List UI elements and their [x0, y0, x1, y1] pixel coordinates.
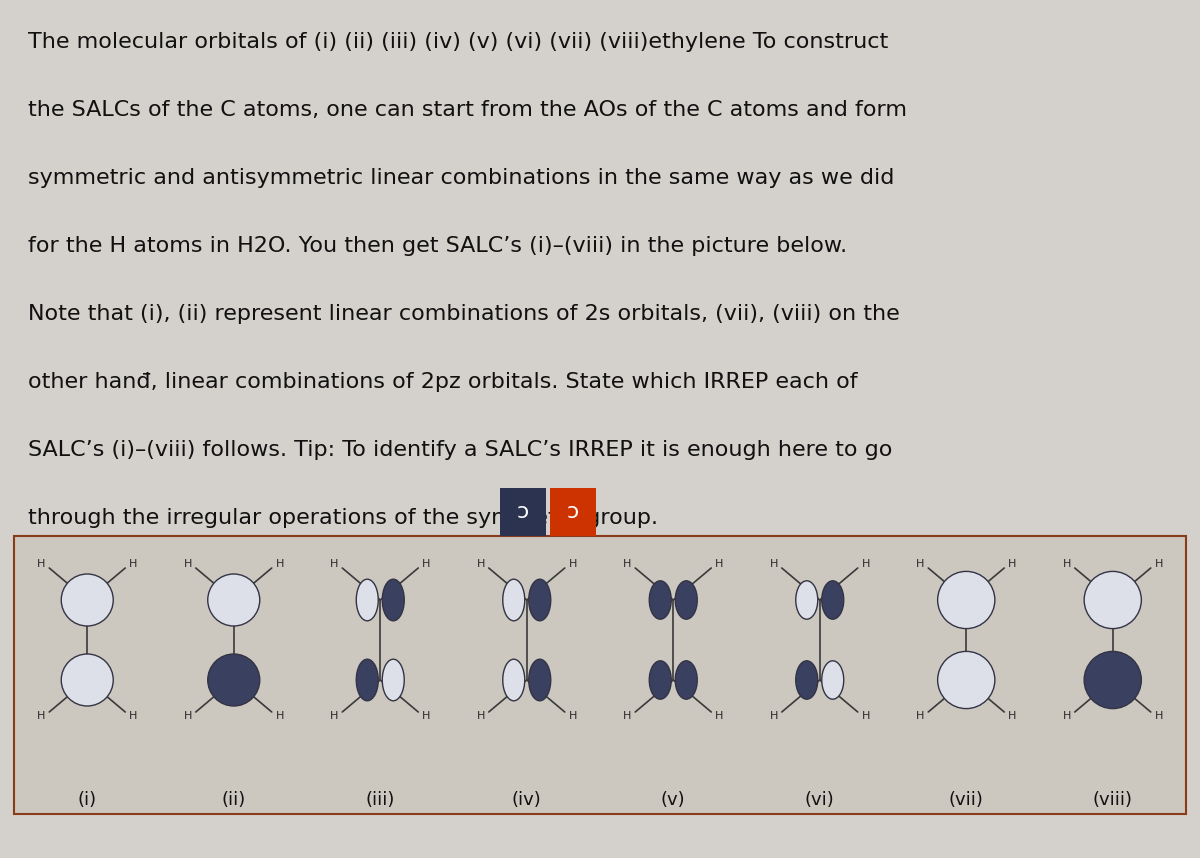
- Text: through the irregular operations of the symmetry group.: through the irregular operations of the …: [28, 508, 658, 528]
- Text: H: H: [715, 711, 724, 721]
- Text: H: H: [862, 711, 870, 721]
- Ellipse shape: [356, 659, 378, 701]
- Text: (i): (i): [78, 791, 97, 809]
- Ellipse shape: [676, 581, 697, 619]
- Ellipse shape: [356, 579, 378, 621]
- Text: The molecular orbitals of (i) (ii) (iii) (iv) (v) (vi) (vii) (viii)ethylene To c: The molecular orbitals of (i) (ii) (iii)…: [28, 32, 888, 52]
- Ellipse shape: [383, 579, 404, 621]
- Ellipse shape: [503, 659, 524, 701]
- Text: H: H: [37, 559, 46, 569]
- Text: H: H: [476, 711, 485, 721]
- Ellipse shape: [529, 579, 551, 621]
- Text: H: H: [769, 711, 778, 721]
- Text: H: H: [130, 711, 138, 721]
- Ellipse shape: [503, 579, 524, 621]
- Ellipse shape: [649, 581, 671, 619]
- Text: (viii): (viii): [1093, 791, 1133, 809]
- Text: H: H: [476, 559, 485, 569]
- Text: H: H: [916, 711, 924, 721]
- Text: for the H atoms in H2O. You then get SALC’s (i)–(viii) in the picture below.: for the H atoms in H2O. You then get SAL…: [28, 236, 847, 256]
- Text: H: H: [37, 711, 46, 721]
- Text: (ii): (ii): [222, 791, 246, 809]
- Text: H: H: [422, 711, 431, 721]
- Text: SALC’s (i)–(viii) follows. Tip: To identify a SALC’s IRREP it is enough here to : SALC’s (i)–(viii) follows. Tip: To ident…: [28, 440, 893, 460]
- Circle shape: [1084, 571, 1141, 629]
- Text: H: H: [184, 711, 192, 721]
- Text: H: H: [623, 711, 631, 721]
- Text: (iii): (iii): [366, 791, 395, 809]
- Text: H: H: [715, 559, 724, 569]
- Text: H: H: [769, 559, 778, 569]
- Text: (vii): (vii): [949, 791, 984, 809]
- Circle shape: [61, 654, 113, 706]
- Circle shape: [937, 651, 995, 709]
- Ellipse shape: [649, 661, 671, 699]
- Text: H: H: [422, 559, 431, 569]
- Text: symmetric and antisymmetric linear combinations in the same way as we did: symmetric and antisymmetric linear combi…: [28, 168, 894, 188]
- Text: other hanđ, linear combinations of 2pz orbitals. State which IRREP each of: other hanđ, linear combinations of 2pz o…: [28, 372, 858, 392]
- Text: (iv): (iv): [512, 791, 541, 809]
- Ellipse shape: [529, 659, 551, 701]
- Text: H: H: [1154, 559, 1163, 569]
- Text: H: H: [1008, 559, 1016, 569]
- Circle shape: [208, 654, 259, 706]
- FancyBboxPatch shape: [14, 536, 1186, 814]
- Text: H: H: [276, 711, 284, 721]
- Ellipse shape: [822, 581, 844, 619]
- Ellipse shape: [796, 661, 817, 699]
- FancyBboxPatch shape: [500, 488, 546, 536]
- Ellipse shape: [383, 659, 404, 701]
- Circle shape: [61, 574, 113, 626]
- Circle shape: [937, 571, 995, 629]
- Text: H: H: [623, 559, 631, 569]
- Text: H: H: [1062, 559, 1070, 569]
- Text: H: H: [1062, 711, 1070, 721]
- Ellipse shape: [796, 581, 817, 619]
- Ellipse shape: [676, 661, 697, 699]
- Text: H: H: [330, 711, 338, 721]
- Text: H: H: [916, 559, 924, 569]
- Text: H: H: [862, 559, 870, 569]
- Text: H: H: [276, 559, 284, 569]
- Text: (vi): (vi): [805, 791, 835, 809]
- Text: H: H: [330, 559, 338, 569]
- Ellipse shape: [822, 661, 844, 699]
- Text: H: H: [184, 559, 192, 569]
- Text: (v): (v): [661, 791, 685, 809]
- Text: H: H: [1154, 711, 1163, 721]
- Text: Note that (i), (ii) represent linear combinations of 2s orbitals, (vii), (viii) : Note that (i), (ii) represent linear com…: [28, 304, 900, 324]
- Text: ɔ: ɔ: [517, 502, 529, 522]
- Circle shape: [208, 574, 259, 626]
- Text: H: H: [569, 559, 577, 569]
- Text: ɔ: ɔ: [566, 502, 580, 522]
- Circle shape: [1084, 651, 1141, 709]
- Text: H: H: [1008, 711, 1016, 721]
- Text: H: H: [130, 559, 138, 569]
- Text: the SALCs of the C atoms, one can start from the AOs of the C atoms and form: the SALCs of the C atoms, one can start …: [28, 100, 907, 120]
- Text: H: H: [569, 711, 577, 721]
- FancyBboxPatch shape: [550, 488, 596, 536]
